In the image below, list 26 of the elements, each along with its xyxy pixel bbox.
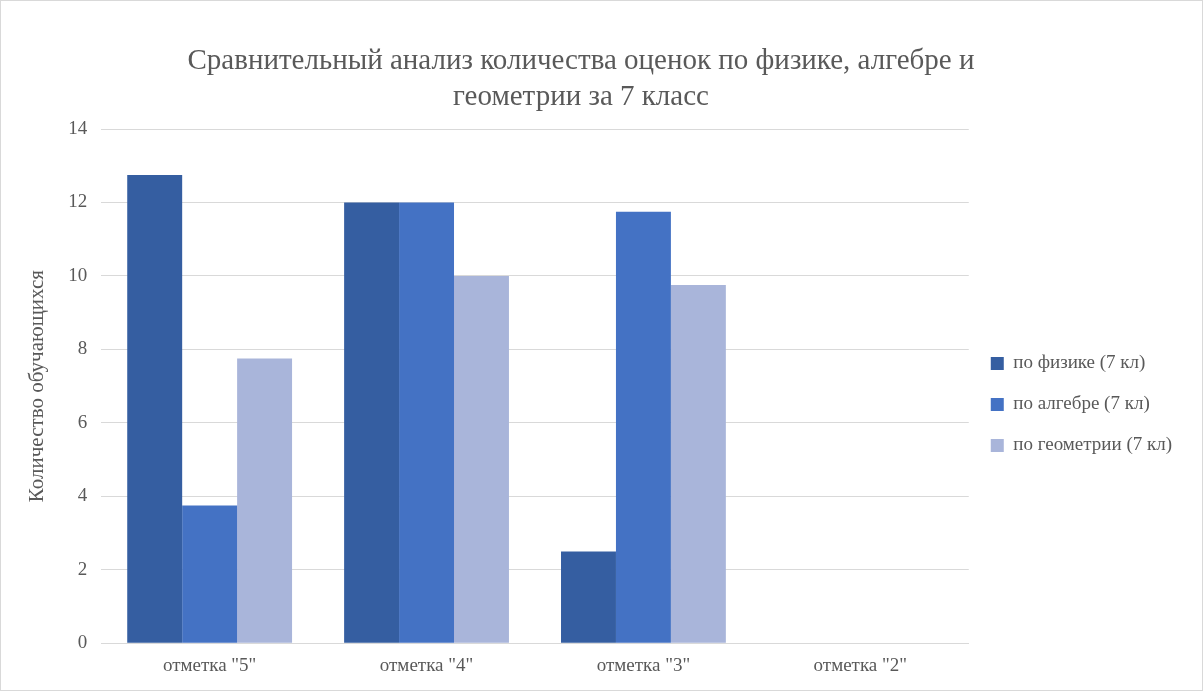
bar <box>127 174 183 643</box>
y-tick-label: 6 <box>77 410 88 432</box>
y-tick-label: 12 <box>68 190 88 212</box>
x-tick-label: отметка "3" <box>596 653 691 675</box>
bar <box>182 505 238 643</box>
x-tick-label: отметка "4" <box>379 653 474 675</box>
y-tick-label: 2 <box>77 557 88 579</box>
legend-label: по геометрии (7 кл) <box>1013 433 1173 456</box>
bar <box>615 211 671 643</box>
bar <box>344 202 400 643</box>
y-tick-label: 8 <box>77 337 88 359</box>
bar <box>561 551 616 643</box>
y-tick-label: 10 <box>68 263 88 285</box>
y-tick-label: 4 <box>77 484 88 506</box>
bar <box>670 285 726 643</box>
legend-label: по алгебре (7 кл) <box>1013 392 1150 415</box>
bar <box>237 358 293 643</box>
y-axis-title: Количество обучающихся <box>24 269 49 503</box>
x-tick-label: отметка "5" <box>162 653 257 675</box>
chart-title: Сравнительный анализ количества оценок по физике, алгебре и геометрии за 7 класс <box>186 42 976 113</box>
bar <box>399 202 455 643</box>
bar <box>454 275 509 643</box>
x-tick-label: отметка "2" <box>813 653 908 675</box>
y-tick-label: 14 <box>68 116 88 138</box>
y-tick-label: 0 <box>77 631 88 653</box>
legend-label: по физике (7 кл) <box>1013 351 1146 374</box>
